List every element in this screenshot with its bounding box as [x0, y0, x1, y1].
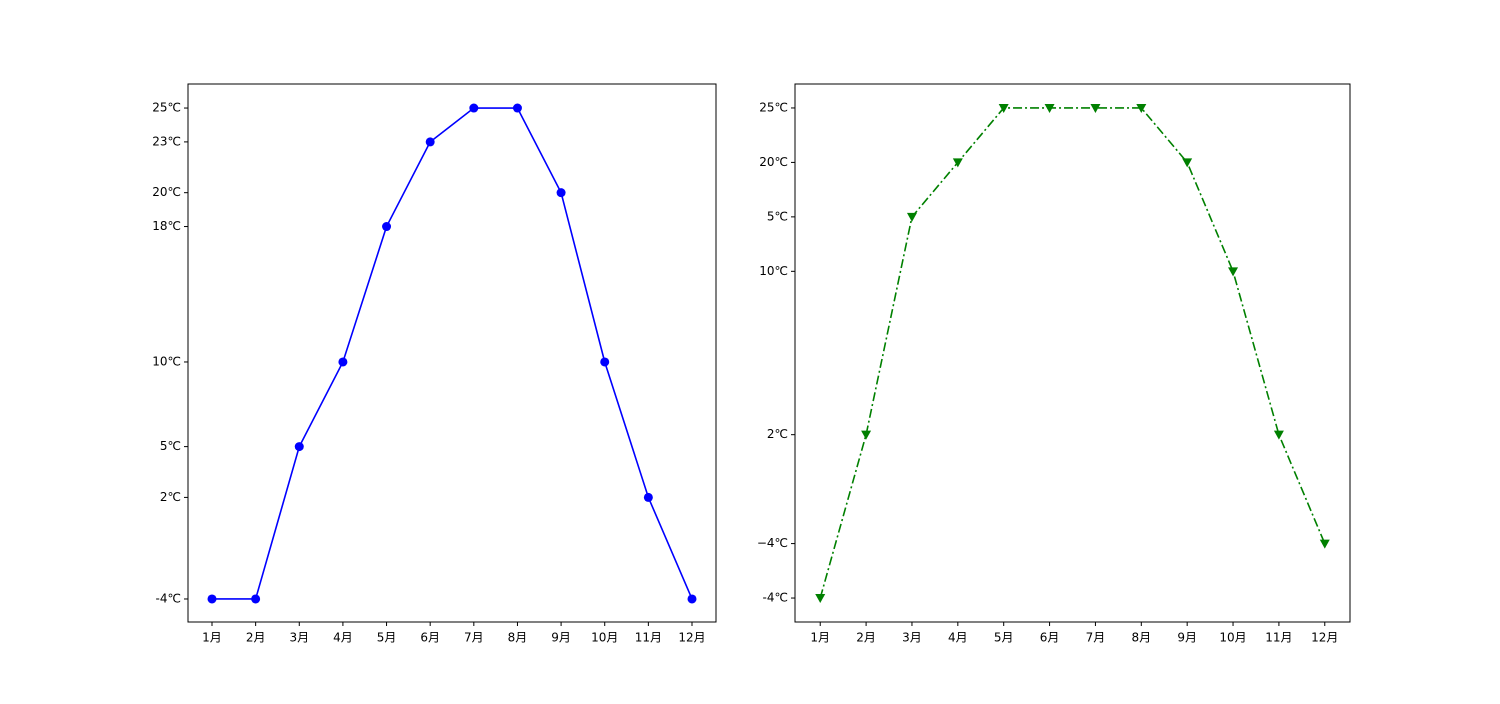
y-tick-label: 20℃ — [152, 185, 181, 199]
x-tick-label: 7月 — [1086, 631, 1106, 645]
point — [952, 158, 963, 168]
point — [861, 430, 872, 440]
y-tick-label: 2℃ — [767, 427, 788, 441]
x-tick-label: 2月 — [856, 631, 876, 645]
x-tick-label: 2月 — [246, 631, 266, 645]
point — [207, 594, 217, 604]
x-tick-label: 9月 — [1177, 631, 1197, 645]
point — [1319, 539, 1330, 549]
y-tick-label: 5℃ — [160, 439, 181, 453]
x-tick-label: 3月 — [289, 631, 309, 645]
point — [338, 357, 348, 367]
data-line — [212, 107, 693, 600]
point — [469, 103, 479, 113]
x-tick-label: 10月 — [591, 631, 618, 645]
x-tick-label: 11月 — [1265, 631, 1292, 645]
point — [294, 442, 304, 452]
x-tick-label: 8月 — [508, 631, 528, 645]
point — [687, 594, 697, 604]
axes-frame — [794, 83, 1351, 623]
y-tick-label: 10℃ — [152, 354, 181, 368]
y-tick-label: 18℃ — [152, 219, 181, 233]
y-tick-label: 25℃ — [759, 100, 788, 114]
x-tick-label: 8月 — [1131, 631, 1151, 645]
y-tick-label: 20℃ — [759, 155, 788, 169]
y-tick-label: 10℃ — [759, 264, 788, 278]
x-tick-label: 7月 — [464, 631, 484, 645]
point — [251, 594, 261, 604]
y-tick-label: 25℃ — [152, 101, 181, 115]
x-tick-label: 11月 — [635, 631, 662, 645]
point — [906, 212, 917, 222]
x-tick-label: 12月 — [1311, 631, 1338, 645]
y-tick-label: -4℃ — [763, 591, 788, 605]
point — [1090, 103, 1101, 113]
point — [425, 137, 435, 147]
x-tick-label: 5月 — [994, 631, 1014, 645]
point — [1228, 267, 1239, 277]
x-tick-label: 1月 — [810, 631, 830, 645]
point — [1182, 158, 1193, 168]
x-tick-label: 9月 — [551, 631, 571, 645]
x-tick-label: 5月 — [377, 631, 397, 645]
x-tick-label: 3月 — [902, 631, 922, 645]
data-line — [819, 107, 1326, 599]
y-tick-label: 23℃ — [152, 134, 181, 148]
point — [382, 222, 392, 232]
x-tick-label: 1月 — [202, 631, 222, 645]
point — [512, 103, 522, 113]
x-tick-label: 4月 — [948, 631, 968, 645]
x-tick-label: 4月 — [333, 631, 353, 645]
point — [600, 357, 610, 367]
y-tick-label: −4℃ — [757, 536, 788, 550]
axes-frame — [187, 83, 717, 623]
point — [815, 594, 826, 604]
x-tick-label: 12月 — [678, 631, 705, 645]
x-tick-label: 6月 — [1040, 631, 1060, 645]
point — [1273, 430, 1284, 440]
x-tick-label: 10月 — [1219, 631, 1246, 645]
point — [998, 103, 1009, 113]
point — [556, 188, 566, 198]
point — [1044, 103, 1055, 113]
y-tick-label: 5℃ — [767, 209, 788, 223]
point — [1136, 103, 1147, 113]
y-tick-label: 2℃ — [160, 490, 181, 504]
x-tick-label: 6月 — [420, 631, 440, 645]
point — [643, 492, 653, 502]
y-tick-label: -4℃ — [156, 591, 181, 605]
